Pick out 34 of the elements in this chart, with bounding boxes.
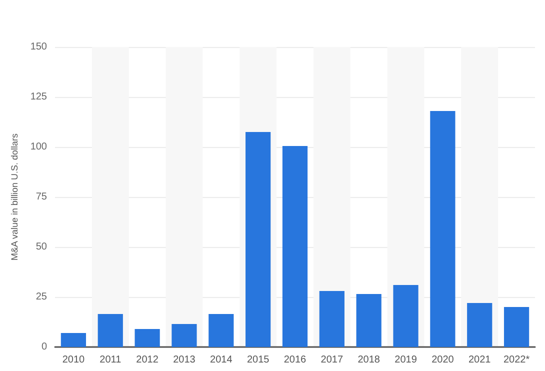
bar <box>319 291 344 347</box>
bar <box>60 333 86 347</box>
y-tick-label: 75 <box>36 192 48 202</box>
bar <box>356 294 382 347</box>
bar <box>246 132 271 347</box>
x-tick-label: 2012 <box>136 354 159 366</box>
bar <box>282 146 308 347</box>
x-tick-label: 2016 <box>284 354 307 366</box>
x-tick-label: 2021 <box>468 354 492 366</box>
x-tick-label: 2018 <box>358 354 380 366</box>
y-tick-label: 100 <box>30 142 48 152</box>
y-tick-label: 0 <box>41 342 48 352</box>
y-tick-label: 25 <box>36 292 48 302</box>
x-tick-label: 2011 <box>100 354 122 366</box>
y-tick-label: 150 <box>30 42 48 52</box>
bar <box>393 285 418 347</box>
x-tick-label: 2010 <box>62 354 86 366</box>
y-tick-label: 125 <box>30 92 48 102</box>
x-tick-label: 2019 <box>394 354 418 366</box>
x-tick-label: 2017 <box>320 354 344 366</box>
x-tick-label: 2022* <box>503 354 530 366</box>
bar <box>467 303 492 347</box>
x-tick-label: 2015 <box>246 354 270 366</box>
x-tick-label: 2020 <box>432 354 454 366</box>
y-tick-label: 50 <box>36 242 48 252</box>
bar <box>134 329 160 347</box>
bar <box>172 324 197 347</box>
x-tick-label: 2013 <box>173 354 196 366</box>
x-tick-label: 2014 <box>210 354 233 366</box>
bar <box>504 307 530 347</box>
bar <box>98 314 123 347</box>
bar <box>430 111 456 347</box>
y-axis-title: M&A value in billion U.S. dollars <box>10 132 20 261</box>
bar <box>208 314 234 347</box>
